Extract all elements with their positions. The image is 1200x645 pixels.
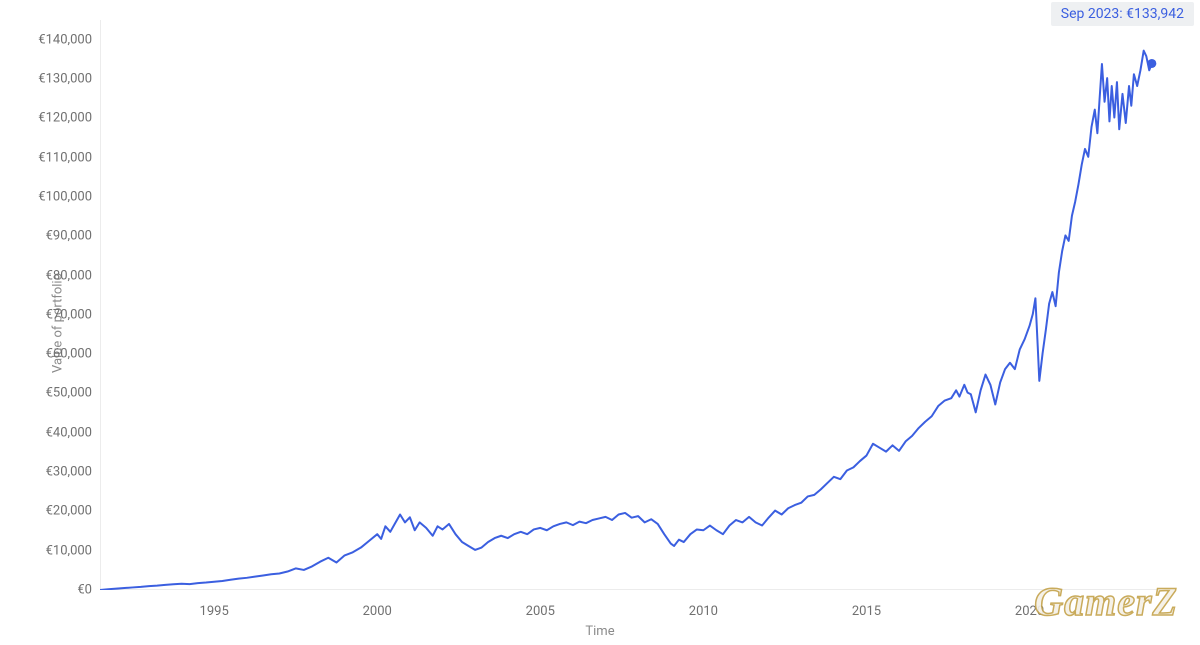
y-tick-label: €0 xyxy=(32,583,92,598)
portfolio-chart[interactable]: Value of portfolio Time Sep 2023: €133,9… xyxy=(0,0,1200,645)
x-axis-label: Time xyxy=(585,624,614,639)
y-tick-label: €80,000 xyxy=(32,268,92,283)
y-tick-label: €40,000 xyxy=(32,425,92,440)
x-tick-label: 2000 xyxy=(363,604,392,619)
y-tick-label: €130,000 xyxy=(32,71,92,86)
portfolio-line xyxy=(100,51,1152,590)
y-tick-label: €30,000 xyxy=(32,465,92,480)
x-tick-label: 2005 xyxy=(526,604,555,619)
y-tick-label: €70,000 xyxy=(32,307,92,322)
y-tick-label: €140,000 xyxy=(32,32,92,47)
y-tick-label: €110,000 xyxy=(32,150,92,165)
plot-area xyxy=(100,20,1160,590)
y-tick-label: €10,000 xyxy=(32,543,92,558)
y-tick-label: €100,000 xyxy=(32,189,92,204)
y-tick-label: €120,000 xyxy=(32,111,92,126)
series-end-marker xyxy=(1147,59,1156,68)
y-tick-label: €60,000 xyxy=(32,347,92,362)
x-tick-label: 1995 xyxy=(200,604,229,619)
y-tick-label: €90,000 xyxy=(32,229,92,244)
x-tick-label: 2010 xyxy=(689,604,718,619)
y-tick-label: €20,000 xyxy=(32,504,92,519)
x-tick-label: 2015 xyxy=(852,604,881,619)
x-tick-label: 2020 xyxy=(1015,604,1044,619)
y-tick-label: €50,000 xyxy=(32,386,92,401)
